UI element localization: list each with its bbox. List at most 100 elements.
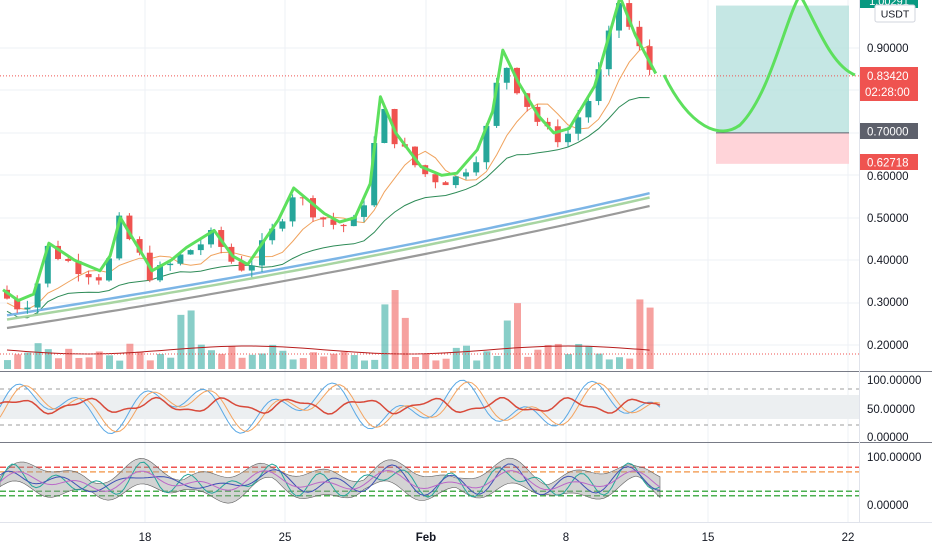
candle-body-43[interactable] bbox=[442, 182, 449, 186]
candle-body-40[interactable] bbox=[412, 146, 418, 166]
candle-body-51[interactable] bbox=[524, 93, 531, 107]
oscillator-panel[interactable] bbox=[0, 457, 859, 504]
candle-body-1[interactable] bbox=[14, 298, 21, 310]
volume-bar-22 bbox=[228, 346, 236, 369]
candle-body-62[interactable] bbox=[636, 26, 643, 47]
candle-body-7[interactable] bbox=[75, 260, 82, 275]
osc1-k-line[interactable] bbox=[0, 379, 661, 435]
candle-body-45[interactable] bbox=[463, 172, 469, 177]
candle-body-29[interactable] bbox=[299, 197, 306, 199]
osc1-rsi-line[interactable] bbox=[0, 396, 661, 415]
osc1-axis[interactable]: 100.00000 50.00000 0.00000 bbox=[867, 375, 921, 444]
time-label-22: 22 bbox=[842, 532, 855, 544]
currency-unit-label: USDT bbox=[881, 9, 910, 21]
volume-bar-7 bbox=[75, 357, 83, 369]
candle-body-17[interactable] bbox=[177, 254, 184, 264]
osc2-line-b[interactable] bbox=[0, 463, 661, 496]
volume-bar-58 bbox=[595, 353, 603, 369]
time-label-15: 15 bbox=[702, 532, 715, 544]
candle-body-54[interactable] bbox=[554, 126, 561, 143]
candle-body-11[interactable] bbox=[116, 215, 123, 259]
candle-body-3[interactable] bbox=[34, 283, 41, 308]
entry-price-badge: 0.70000 bbox=[860, 123, 918, 139]
volume-bar-62 bbox=[636, 299, 644, 369]
candle-body-55[interactable] bbox=[565, 133, 571, 143]
target-zone[interactable] bbox=[716, 5, 849, 133]
candle-body-10[interactable] bbox=[106, 258, 112, 281]
volume-bar-12 bbox=[126, 343, 134, 369]
projected-pattern-line[interactable] bbox=[662, 0, 856, 133]
candle-body-30[interactable] bbox=[310, 198, 316, 218]
candle-body-49[interactable] bbox=[503, 67, 510, 83]
candle-body-33[interactable] bbox=[340, 224, 347, 227]
candle-body-2[interactable] bbox=[24, 307, 31, 310]
price-axis[interactable]: 1.00291 USDT 0.90000 0.60000 0.50000 0.4… bbox=[860, 0, 918, 352]
stoch-rsi-panel[interactable] bbox=[0, 379, 859, 435]
candle-body-4[interactable] bbox=[44, 245, 51, 284]
candle-body-48[interactable] bbox=[493, 82, 500, 126]
candle-body-32[interactable] bbox=[330, 219, 337, 225]
volume-bar-31 bbox=[320, 356, 328, 369]
candle-body-31[interactable] bbox=[320, 217, 327, 220]
volume-bar-10 bbox=[106, 355, 113, 369]
cup-pattern-line[interactable] bbox=[2, 0, 658, 302]
volume-bar-60 bbox=[616, 357, 623, 369]
currency-unit-badge[interactable]: USDT bbox=[874, 4, 916, 23]
candle-body-57[interactable] bbox=[585, 101, 592, 118]
candle-body-59[interactable] bbox=[605, 30, 612, 70]
price-tick-3: 0.50000 bbox=[867, 213, 909, 225]
candle-body-35[interactable] bbox=[361, 205, 367, 217]
volume-bar-57 bbox=[585, 346, 593, 369]
candle-body-15[interactable] bbox=[157, 265, 163, 281]
candle-body-26[interactable] bbox=[269, 228, 276, 241]
candle-body-46[interactable] bbox=[473, 162, 480, 173]
candle-body-36[interactable] bbox=[371, 142, 378, 206]
candle-body-63[interactable] bbox=[646, 46, 653, 70]
candle-body-6[interactable] bbox=[65, 258, 72, 261]
candle-body-20[interactable] bbox=[208, 230, 214, 245]
candle-body-44[interactable] bbox=[452, 176, 459, 186]
cup-pattern-drawing[interactable] bbox=[2, 0, 856, 302]
entry-price-text: 0.70000 bbox=[867, 127, 909, 139]
candle-body-25[interactable] bbox=[259, 240, 265, 266]
candle-body-34[interactable] bbox=[350, 216, 357, 227]
stop-price-badge: 0.62718 bbox=[860, 154, 918, 170]
volume-bar-4 bbox=[44, 349, 52, 369]
candle-body-12[interactable] bbox=[126, 215, 133, 240]
volume-bar-2 bbox=[24, 352, 32, 369]
candle-body-13[interactable] bbox=[136, 239, 143, 253]
ma-fast bbox=[6, 44, 650, 310]
volume-bar-19 bbox=[197, 344, 205, 369]
candle-body-61[interactable] bbox=[626, 3, 633, 27]
volume-bar-29 bbox=[299, 358, 307, 369]
osc2-line-c[interactable] bbox=[0, 469, 661, 492]
candle-body-47[interactable] bbox=[483, 125, 490, 163]
candle-body-18[interactable] bbox=[187, 250, 194, 255]
candle-body-37[interactable] bbox=[381, 108, 388, 143]
volume-bar-8 bbox=[85, 357, 93, 369]
candle-body-19[interactable] bbox=[197, 244, 204, 251]
osc1-d-line[interactable] bbox=[0, 381, 661, 433]
candle-body-42[interactable] bbox=[432, 174, 439, 183]
candle-body-8[interactable] bbox=[85, 274, 92, 278]
position-zones bbox=[0, 5, 859, 164]
candle-body-58[interactable] bbox=[595, 69, 602, 102]
time-label-18: 18 bbox=[139, 532, 152, 544]
candle-body-5[interactable] bbox=[55, 245, 61, 259]
candle-body-24[interactable] bbox=[248, 265, 255, 271]
osc2-axis[interactable]: 100.00000 0.00000 bbox=[867, 452, 921, 512]
candle-body-27[interactable] bbox=[279, 221, 286, 229]
candle-body-16[interactable] bbox=[167, 263, 174, 266]
candle-body-28[interactable] bbox=[289, 197, 296, 222]
candle-body-60[interactable] bbox=[616, 3, 622, 31]
volume-bar-11 bbox=[116, 360, 124, 369]
time-label-25: 25 bbox=[279, 532, 292, 544]
candle-body-9[interactable] bbox=[95, 277, 102, 281]
candle-body-23[interactable] bbox=[238, 261, 245, 271]
stop-zone[interactable] bbox=[716, 132, 849, 164]
volume-bar-39 bbox=[401, 317, 409, 369]
candle-body-56[interactable] bbox=[575, 117, 582, 134]
time-axis[interactable]: 18 25 Feb 8 15 22 bbox=[139, 532, 855, 544]
last-price-badge: 0.83420 02:28:00 bbox=[860, 67, 918, 101]
